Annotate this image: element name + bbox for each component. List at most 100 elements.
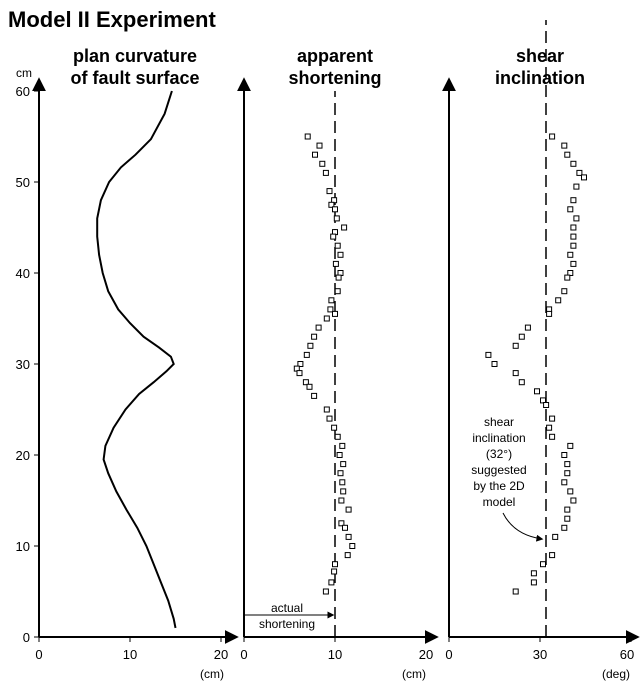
annotation-background: [262, 600, 328, 633]
x-tick-label: 0: [445, 647, 452, 662]
data-point: [524, 324, 531, 331]
data-point: [341, 224, 348, 231]
x-ticks: 0 10 20: [240, 637, 433, 662]
data-point: [518, 379, 525, 386]
data-point: [564, 151, 571, 158]
data-point: [540, 561, 546, 568]
data-point: [331, 424, 338, 431]
panel-plan-curvature: plan curvature of fault surface 0 10 20 …: [16, 46, 239, 681]
data-point: [512, 588, 519, 595]
data-point: [543, 402, 550, 408]
x-ticks: 0 30 60: [445, 637, 634, 662]
data-point: [340, 461, 347, 468]
shear-annotation: shear inclination (32°) suggested by the…: [456, 408, 544, 542]
annotation-line-1: shear: [484, 415, 514, 429]
data-point: [333, 215, 340, 222]
x-tick-label: 30: [533, 647, 547, 662]
data-point: [311, 392, 318, 399]
data-point: [338, 520, 345, 527]
fault-curvature-line: [96, 90, 177, 629]
data-point: [328, 201, 335, 208]
annotation-line-6: model: [483, 495, 516, 509]
x-axis-unit: (cm): [402, 667, 426, 681]
data-point: [570, 197, 577, 204]
data-point: [304, 133, 311, 140]
data-point: [564, 274, 571, 281]
figure-title: Model II Experiment: [8, 7, 216, 32]
data-point: [491, 361, 498, 367]
data-point: [573, 215, 580, 222]
data-point: [315, 324, 322, 331]
data-point: [334, 288, 341, 295]
data-point: [570, 497, 577, 504]
data-point: [332, 310, 338, 317]
x-tick-label: 0: [240, 647, 247, 662]
data-point: [570, 224, 577, 231]
data-point: [570, 233, 577, 240]
data-point: [339, 479, 346, 486]
data-point: [332, 561, 338, 568]
data-point: [328, 297, 335, 304]
annotation-line-4: suggested: [471, 463, 526, 477]
data-point: [345, 506, 352, 513]
data-point: [570, 242, 577, 249]
data-point: [312, 151, 318, 158]
data-point: [330, 233, 337, 240]
annotation-background: [456, 408, 540, 510]
data-point: [337, 470, 344, 477]
y-tick-label: 30: [16, 357, 30, 372]
data-point: [334, 433, 341, 440]
data-point: [326, 415, 333, 422]
data-point: [546, 310, 553, 317]
annotation-line-5: by the 2D: [473, 479, 525, 493]
scatter-points: [293, 133, 356, 595]
annotation-line-1: actual: [271, 601, 303, 615]
panel-title-line-1: shear: [516, 46, 564, 66]
data-point: [344, 552, 351, 559]
data-point: [573, 183, 580, 190]
data-point: [323, 406, 330, 413]
data-point: [518, 333, 525, 340]
data-point: [576, 169, 583, 176]
data-point: [340, 488, 347, 495]
data-point: [561, 452, 568, 458]
panel-shear-inclination: shear inclination 0 30 60 (deg) shear in…: [442, 20, 640, 681]
data-point: [338, 497, 345, 504]
data-point: [335, 274, 342, 281]
data-point: [306, 383, 313, 390]
data-point: [334, 242, 341, 249]
data-point: [328, 579, 335, 586]
data-point: [549, 433, 556, 440]
data-point: [307, 342, 314, 349]
y-ticks: 0 10 20 30 40 50 60: [16, 84, 39, 645]
x-tick-label: 10: [123, 647, 137, 662]
data-point: [303, 351, 310, 358]
panel-apparent-shortening: apparent shortening 0 10 20 (cm) actual …: [237, 46, 439, 681]
panel-title-line-1: apparent: [297, 46, 373, 66]
x-axis-unit: (cm): [200, 667, 224, 681]
data-point: [327, 306, 334, 313]
y-axis-unit: cm: [16, 66, 32, 80]
annotation-line-2: shortening: [259, 617, 315, 631]
annotation-line-2: inclination: [472, 431, 525, 445]
data-point: [349, 543, 356, 549]
data-point: [332, 206, 338, 213]
annotation-line-3: (32°): [486, 447, 512, 461]
data-point: [311, 333, 318, 340]
data-point: [485, 351, 492, 358]
data-point: [567, 442, 574, 449]
data-point: [342, 524, 348, 531]
data-point: [530, 579, 537, 586]
y-tick-label: 0: [23, 630, 30, 645]
data-point: [512, 370, 519, 377]
panel-title-line-2: inclination: [495, 68, 585, 88]
data-point: [564, 515, 571, 522]
annotation-arrow: [502, 512, 544, 542]
data-point: [555, 297, 562, 304]
data-point: [564, 461, 571, 468]
data-point: [581, 174, 587, 181]
x-tick-label: 0: [35, 647, 42, 662]
panel-title-line-1: plan curvature: [73, 46, 197, 66]
data-point: [512, 342, 519, 349]
x-ticks: 0 10 20: [35, 637, 228, 662]
